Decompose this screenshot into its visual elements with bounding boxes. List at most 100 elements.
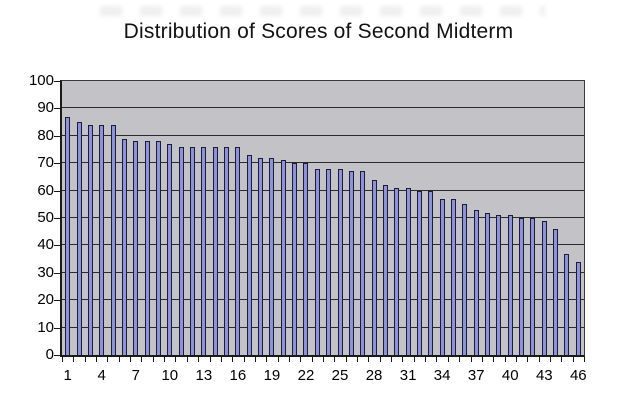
x-tick (130, 357, 132, 362)
y-tick (54, 163, 60, 165)
x-tick (584, 357, 585, 362)
x-tick (402, 357, 404, 362)
x-tick (96, 357, 98, 362)
bar (371, 179, 377, 355)
y-tick (54, 108, 60, 110)
gridline (62, 244, 584, 246)
bar (292, 163, 298, 355)
y-tick (54, 355, 60, 356)
x-tick (345, 357, 347, 362)
bar (439, 198, 445, 355)
x-tick (413, 357, 415, 362)
chart-title: Distribution of Scores of Second Midterm (123, 20, 514, 43)
y-tick-label: 40 (37, 236, 54, 254)
x-tick-label: 7 (131, 367, 140, 384)
x-tick (436, 357, 438, 362)
x-tick (538, 357, 540, 362)
y-tick-label: 100 (28, 72, 54, 89)
bar (394, 187, 400, 355)
bar (462, 204, 468, 355)
x-tick-label: 19 (263, 367, 281, 384)
x-tick (84, 357, 86, 362)
x-tick-label: 34 (433, 367, 451, 384)
bar (280, 160, 286, 355)
gridline (62, 162, 584, 164)
y-tick (54, 218, 60, 219)
x-tick (118, 357, 120, 362)
gridline (62, 271, 584, 273)
bar (121, 138, 127, 355)
x-tick (357, 357, 359, 362)
x-tick-label: 22 (297, 367, 315, 384)
y-tick (54, 135, 60, 137)
x-tick (470, 357, 472, 362)
y-tick (54, 327, 60, 329)
y-tick-label: 20 (37, 291, 54, 309)
bar (303, 163, 309, 355)
bar (201, 146, 207, 355)
x-tick (447, 357, 449, 362)
bar (507, 215, 513, 355)
x-tick (107, 357, 109, 362)
bar (110, 124, 116, 355)
x-tick (561, 357, 563, 362)
bar (451, 198, 456, 355)
plot-area (60, 80, 585, 357)
x-tick (504, 357, 506, 362)
x-tick-label: 37 (467, 367, 485, 384)
bar (416, 190, 422, 355)
bar (190, 146, 195, 355)
y-tick-label: 0 (45, 346, 54, 363)
x-tick-label: 4 (97, 367, 106, 384)
x-tick (277, 357, 279, 362)
x-tick-label: 40 (501, 367, 519, 384)
bar (553, 228, 559, 355)
y-tick-label: 90 (37, 99, 54, 117)
bar (541, 220, 547, 355)
bar (496, 215, 502, 355)
bar (575, 261, 581, 355)
bar (144, 141, 150, 355)
x-tick (198, 357, 200, 362)
x-tick (515, 357, 517, 362)
x-tick (368, 357, 370, 362)
y-tick-label: 80 (37, 126, 54, 144)
x-tick-label: 16 (229, 367, 247, 384)
x-tick (232, 357, 234, 362)
y-tick (54, 272, 60, 274)
x-tick (186, 357, 188, 362)
x-tick (141, 357, 143, 362)
y-tick-label: 50 (37, 209, 54, 226)
x-tick (152, 357, 154, 362)
bar (405, 187, 411, 355)
x-tick (425, 357, 427, 362)
x-tick-label: 1 (63, 367, 72, 384)
bar (519, 218, 525, 355)
x-tick (300, 357, 302, 362)
bar (167, 144, 173, 355)
bar (428, 190, 434, 355)
x-tick (209, 357, 211, 362)
x-tick (379, 357, 381, 362)
x-tick (549, 357, 551, 362)
bar (326, 168, 332, 355)
gridline (62, 299, 584, 301)
x-tick-label: 25 (331, 367, 349, 384)
y-tick-label: 30 (37, 263, 54, 281)
bar (360, 171, 366, 355)
x-tick-label: 28 (365, 367, 383, 384)
x-tick-label: 10 (161, 367, 179, 384)
gridline (62, 217, 584, 218)
bar (269, 157, 275, 355)
gridline (62, 326, 584, 328)
gridline (62, 107, 584, 109)
bar (65, 116, 71, 355)
bar (473, 209, 479, 355)
x-tick (481, 357, 483, 362)
x-tick-label: 31 (399, 367, 417, 384)
bar (76, 122, 82, 355)
y-tick (54, 300, 60, 302)
x-tick (493, 357, 495, 362)
x-tick (220, 357, 222, 362)
